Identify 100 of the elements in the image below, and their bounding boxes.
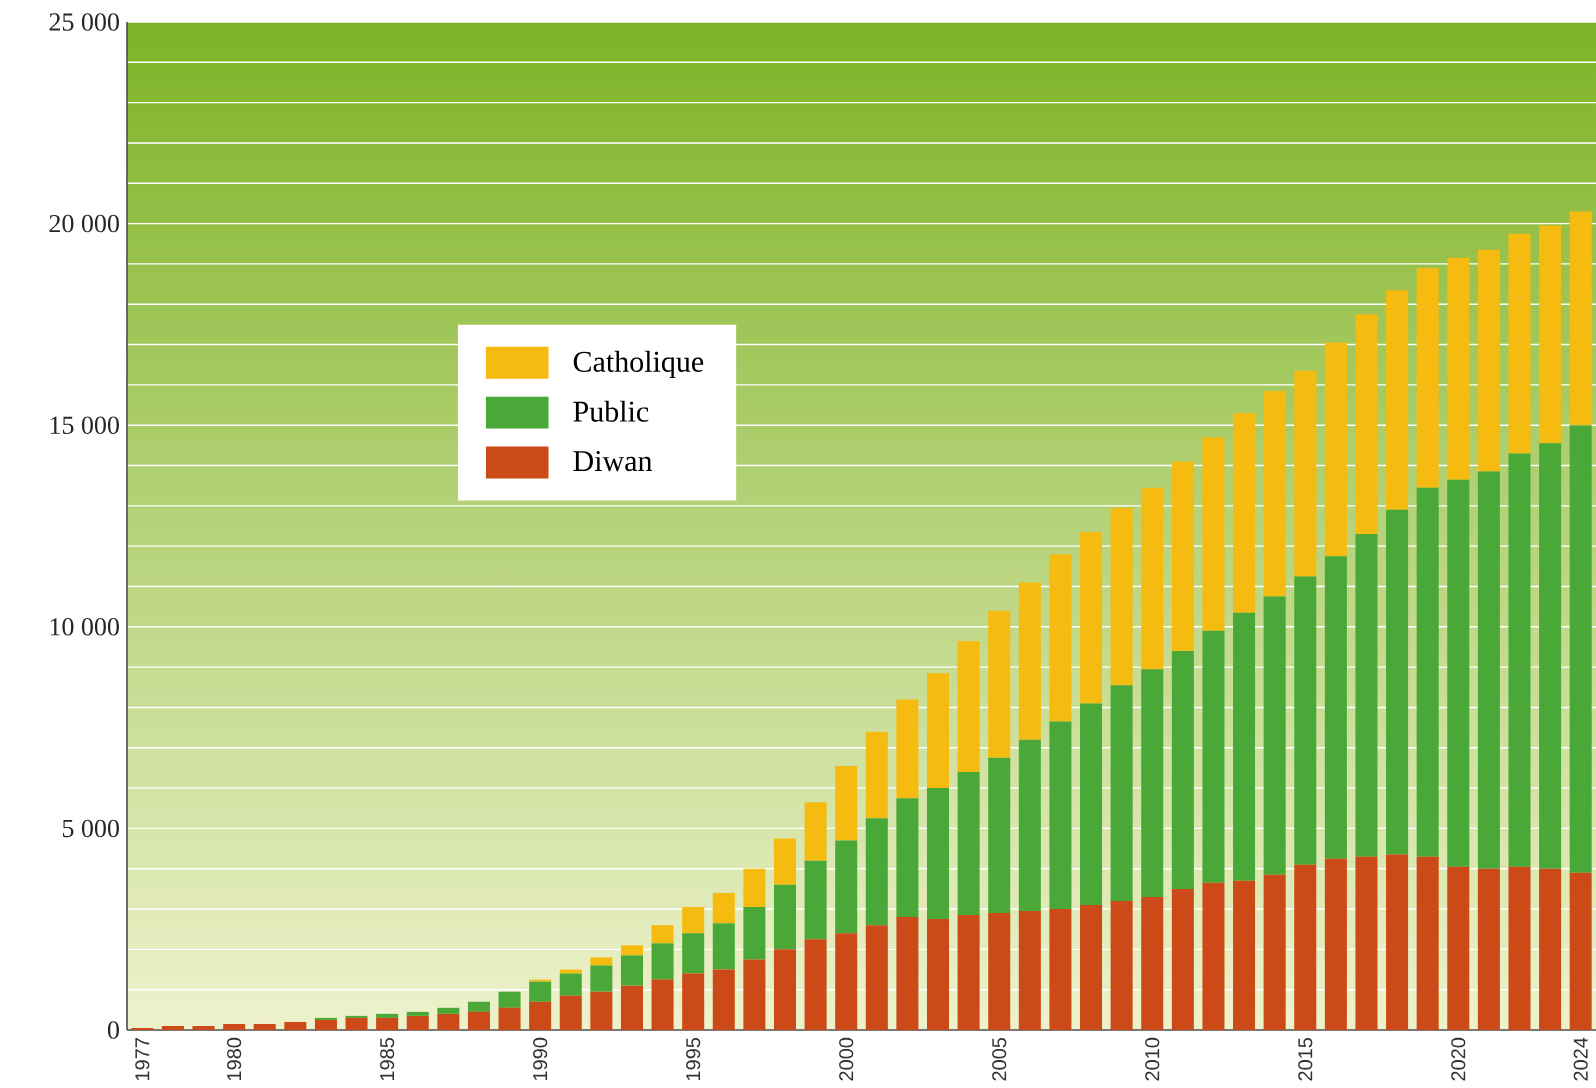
bar — [1049, 909, 1072, 1030]
bar — [1569, 211, 1592, 426]
bar — [1233, 413, 1256, 613]
bar — [437, 1007, 460, 1014]
bar — [192, 1025, 215, 1030]
bar — [1416, 267, 1439, 488]
bar — [590, 991, 613, 1030]
bar — [896, 699, 919, 799]
bar — [743, 959, 766, 1030]
bar — [743, 868, 766, 908]
x-tick-label: 2024 — [1573, 1037, 1588, 1081]
bar — [988, 757, 1011, 914]
bar — [1263, 874, 1286, 1030]
bar — [467, 1001, 490, 1012]
bar — [1233, 880, 1256, 1030]
bar — [590, 965, 613, 992]
bar — [712, 892, 735, 924]
bar — [1263, 390, 1286, 597]
x-tick-label: 1990 — [533, 1037, 548, 1081]
bar — [1263, 596, 1286, 875]
bar — [1171, 650, 1194, 889]
bar — [682, 973, 705, 1030]
bar — [620, 955, 643, 986]
bar — [651, 925, 674, 944]
bar — [620, 945, 643, 956]
y-tick-label: 10 000 — [50, 618, 119, 636]
bar — [865, 731, 888, 819]
bar — [804, 802, 827, 861]
bar — [1324, 342, 1347, 557]
bar — [1539, 868, 1562, 1030]
bar — [284, 1021, 307, 1030]
bar — [651, 943, 674, 980]
bar — [1294, 370, 1317, 577]
bar — [223, 1023, 246, 1030]
bar — [467, 1011, 490, 1030]
bar — [957, 640, 980, 772]
bar — [896, 917, 919, 1030]
x-tick-label: 1980 — [227, 1037, 242, 1081]
bar — [1355, 314, 1378, 535]
bar — [1416, 856, 1439, 1030]
bar — [1386, 854, 1409, 1030]
bar — [529, 979, 552, 982]
bar — [682, 907, 705, 934]
bar — [1202, 437, 1225, 631]
bar — [1018, 582, 1041, 740]
bar — [926, 788, 950, 920]
y-tick-label: 0 — [107, 1021, 119, 1039]
y-tick-label: 5 000 — [62, 819, 119, 838]
y-tick-label: 20 000 — [49, 214, 119, 233]
bar — [1294, 576, 1317, 865]
bar — [437, 1013, 460, 1030]
bar — [529, 981, 552, 1002]
bar — [1447, 257, 1470, 480]
x-tick-label: 1995 — [686, 1037, 701, 1081]
bar — [1294, 864, 1317, 1030]
bar — [773, 949, 797, 1030]
y-tick-label: 15 000 — [50, 416, 119, 434]
bar — [253, 1023, 276, 1030]
bar — [1202, 630, 1225, 883]
legend-label: Diwan — [573, 451, 653, 472]
bar — [1202, 882, 1225, 1030]
bar — [345, 1017, 368, 1030]
bar — [651, 979, 674, 1030]
bar — [1416, 487, 1439, 857]
x-tick-label: 2015 — [1298, 1037, 1313, 1081]
bar — [1386, 509, 1409, 855]
legend-label: Public — [573, 400, 649, 422]
bar — [1049, 721, 1072, 910]
bar — [620, 985, 643, 1030]
bar — [1080, 905, 1103, 1030]
bar — [161, 1025, 184, 1030]
bar — [896, 798, 919, 918]
bar — [712, 969, 735, 1030]
bar — [1508, 453, 1531, 867]
x-tick-label: 1977 — [135, 1038, 150, 1081]
bar — [1447, 479, 1470, 867]
y-tick-label: 25 000 — [49, 13, 119, 31]
bar — [804, 939, 827, 1030]
bar — [1018, 739, 1041, 912]
bar — [1569, 872, 1592, 1030]
bar — [1110, 685, 1133, 901]
bar — [314, 1019, 337, 1030]
bar — [376, 1017, 399, 1030]
bar — [712, 923, 735, 970]
bar — [1110, 900, 1133, 1030]
bar — [1110, 507, 1133, 686]
bar — [835, 933, 858, 1030]
bar — [1171, 888, 1194, 1030]
bar — [1477, 868, 1500, 1030]
bar — [835, 765, 858, 841]
bar — [865, 818, 888, 926]
bar — [1141, 896, 1164, 1030]
bar — [926, 919, 950, 1030]
bar — [1508, 233, 1531, 454]
bar — [1233, 612, 1256, 881]
bar — [406, 1015, 429, 1030]
bar — [1018, 911, 1041, 1030]
bar — [529, 1001, 552, 1030]
bar — [988, 913, 1011, 1030]
bar — [559, 973, 582, 996]
